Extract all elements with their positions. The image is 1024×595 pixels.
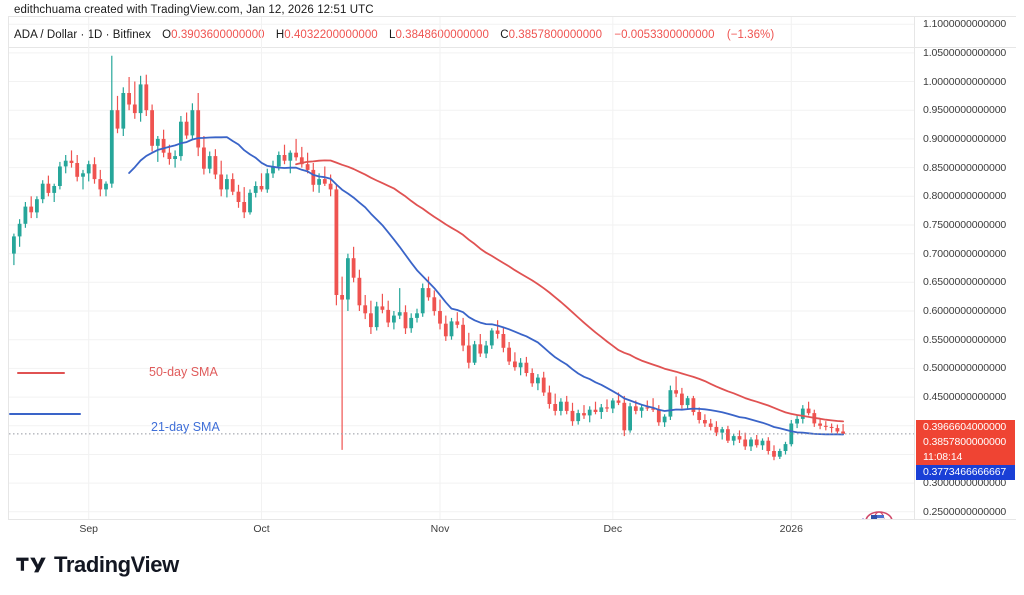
price-axis[interactable]: 1.1000000000000 1.0500000000000 1.00000000… [915,16,1016,520]
change-percent: (−1.36%) [726,29,775,41]
low-value: 0.3848600000000 [395,29,489,41]
sma50-legend-label: 50-day SMA [149,365,218,379]
close-key: C [500,29,509,41]
sma50-legend-swatch [17,372,65,374]
price-tick-label: 0.7500000000000 [923,219,1007,231]
price-tick-label: 0.5000000000000 [923,362,1007,375]
flag-globe-icon [862,511,893,519]
price-tick-label: 0.8500000000000 [923,161,1007,174]
tradingview-logo[interactable]: TradingView [16,552,179,578]
price-tick-label: 0.9500000000000 [923,104,1007,117]
pane-border-mid [8,47,1016,48]
countdown-badge[interactable]: 11:08:14 [916,449,1015,465]
time-tick-label: Nov [430,523,450,535]
price-tick-label: 0.9000000000000 [923,132,1007,145]
price-tick-label: 1.0000000000000 [923,75,1007,88]
footer: TradingView [0,535,1024,595]
price-tick-label: 1.0500000000000 [923,46,1007,59]
pane-border-left [8,16,9,520]
time-axis[interactable]: Sep Oct Nov Dec 2026 [8,520,914,542]
price-tick-label: 0.5500000000000 [923,333,1007,346]
candlestick-plot[interactable]: 50-day SMA 21-day SMA [9,17,914,519]
time-tick-label: Oct [253,523,270,535]
tradingview-mark-icon [16,557,46,573]
price-tick-label: 0.3000000000000 [923,477,1007,490]
sma50-line [295,159,844,423]
open-key: O [162,29,172,41]
pane-border-top [8,16,1016,17]
pane-border-bottom [8,519,1016,520]
tradingview-wordmark: TradingView [54,552,179,577]
price-tick-label: 0.2500000000000 [923,505,1007,518]
price-tick-label: 1.1000000000000 [923,18,1007,31]
sma50-value-badge[interactable]: 0.3966604000000 [916,419,1015,435]
chart-frame: 50-day SMA 21-day SMA 1.1000000000000 1.0… [8,16,1016,535]
symbol-ohlc-legend: ADA / Dollar · 1D · Bitfinex O0.39036000… [14,29,774,41]
close-value: 0.3857800000000 [508,29,603,41]
price-axis-separator [914,16,915,520]
price-tick-label: 0.7000000000000 [923,247,1007,260]
time-tick-label: 2026 [779,523,803,535]
symbol-label[interactable]: ADA / Dollar · 1D · Bitfinex [14,29,151,41]
price-tick-label: 0.8000000000000 [923,190,1007,203]
sma21-line [128,136,844,436]
open-value: 0.3903600000000 [171,29,265,41]
time-tick-label: Dec [603,523,623,535]
price-tick-label: 0.4500000000000 [923,391,1007,404]
plot-svg [9,17,914,519]
sma21-legend-swatch [9,413,81,415]
candles [12,55,845,461]
price-tick-label: 0.6000000000000 [923,305,1007,317]
moving-average-lines [128,136,844,436]
sma21-value-badge[interactable]: 0.3773466666667 [916,464,1015,480]
time-tick-label: Sep [79,523,99,535]
high-key: H [275,29,285,41]
change-absolute: −0.0053300000000 [614,29,715,41]
price-tick-label: 0.6500000000000 [923,276,1007,289]
low-key: L [389,29,396,41]
sma21-legend-label: 21-day SMA [151,420,220,434]
high-value: 0.4032200000000 [284,29,378,41]
attribution-text: edithchuama created with TradingView.com… [14,4,374,16]
last-price-badge[interactable]: 0.3857800000000 [916,434,1015,450]
